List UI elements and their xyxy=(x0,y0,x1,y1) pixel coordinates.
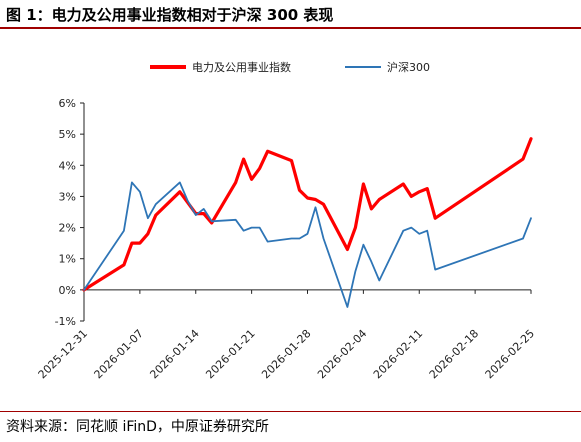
series-line-1 xyxy=(83,181,532,308)
source-note: 资料来源：同花顺 iFinD，中原证券研究所 xyxy=(6,419,269,435)
y-tick-label: 5% xyxy=(59,128,76,141)
series-line-0 xyxy=(82,137,533,292)
x-tick-label: 2026-01-14 xyxy=(147,327,201,381)
legend-label-0: 电力及公用事业指数 xyxy=(192,60,291,74)
x-tick-label: 2026-02-25 xyxy=(483,327,537,381)
title-divider xyxy=(0,27,581,29)
x-tick-label: 2025-12-31 xyxy=(36,327,90,381)
y-tick-label: 3% xyxy=(59,190,76,203)
x-tick-label: 2026-01-21 xyxy=(203,327,257,381)
x-tick-label: 2026-02-11 xyxy=(371,327,425,381)
x-tick-label: 2026-02-04 xyxy=(315,327,369,381)
x-tick-label: 2026-02-18 xyxy=(427,327,481,381)
x-tick-label: 2026-01-28 xyxy=(259,327,313,381)
x-axis: 2025-12-31 2026-01-07 2026-01-14 2026-01-21… xyxy=(36,289,537,381)
series-layer xyxy=(82,137,533,308)
y-axis: -1% 0% 1% 2% 3% 4% 5% 6% xyxy=(55,97,85,328)
chart-legend: 电力及公用事业指数 沪深300 xyxy=(150,60,430,74)
y-tick-label: 0% xyxy=(59,284,76,297)
y-tick-label: 1% xyxy=(59,253,76,266)
y-tick-label: 6% xyxy=(59,97,76,110)
legend-label-1: 沪深300 xyxy=(387,60,430,74)
source-divider xyxy=(0,411,581,412)
x-tick-label: 2026-01-07 xyxy=(92,327,146,381)
figure-title: 图 1：电力及公用事业指数相对于沪深 300 表现 xyxy=(6,6,334,24)
line-chart: 电力及公用事业指数 沪深300 -1% 0% 1% 2% 3% 4% 5% 6% 2025-12… xyxy=(36,60,537,381)
y-tick-label: 4% xyxy=(59,159,76,172)
y-tick-label: 2% xyxy=(59,222,76,235)
y-tick-label: -1% xyxy=(55,315,76,328)
